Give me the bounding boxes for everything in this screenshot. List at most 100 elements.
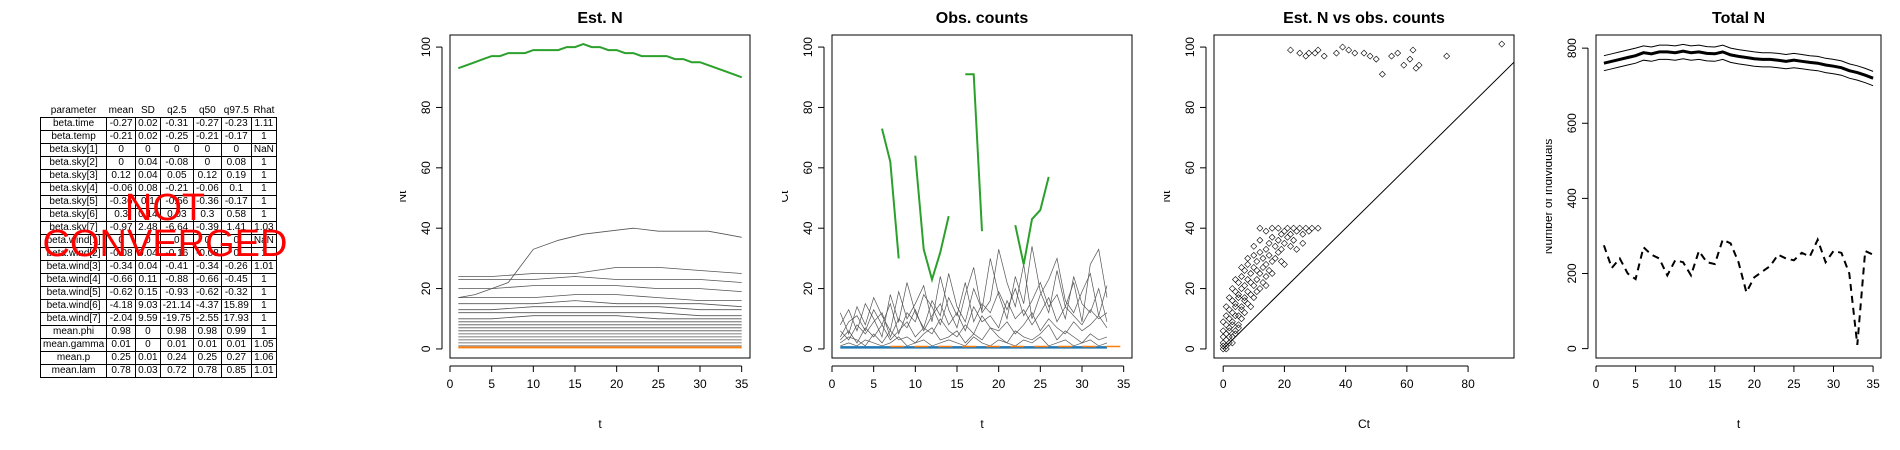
table-cell: 0.01 [220,338,252,352]
table-cell: 0.04 [135,156,161,170]
x-tick-label: 10 [909,377,923,391]
data-point [1284,233,1291,241]
table-cell: 0 [135,143,161,157]
data-point [1228,318,1236,326]
highlight-segment-line [881,128,900,259]
table-cell: -0.25 [159,130,194,144]
series-line [458,300,742,308]
y-tick-label: 0 [1183,345,1197,352]
table-cell: 0.01 [135,351,161,365]
table-row: beta.sky[1] 0 0 0 0 0 NaN [39,143,277,157]
table-cell: 0.1 [135,195,161,209]
plot-frame [831,34,1133,359]
table-cell: -2.55 [192,312,222,326]
reference-line [1222,61,1514,350]
data-point [1235,294,1242,302]
table-cell: beta.sky[7] [39,221,108,235]
data-point [1256,285,1264,292]
table-cell: 17.93 [220,312,252,326]
dashed-series-line [1602,237,1874,346]
data-point [1351,49,1359,57]
table-cell: -0.88 [159,273,194,287]
table-cell: 0.01 [159,338,194,352]
table-cell: beta.wind[1] [39,234,108,248]
table-cell: 1.11 [250,117,277,131]
data-point [1253,267,1261,274]
data-point [1225,339,1233,347]
data-point [1253,288,1261,296]
data-point [1241,309,1249,317]
column-header: mean [108,104,134,116]
chart-title: Obs. counts [936,10,1029,27]
chart-title: Est. N vs obs. counts [1283,10,1445,27]
data-point [1345,46,1353,54]
table-cell: 0.27 [220,351,252,365]
x-tick-label: 15 [568,377,582,391]
series-line [458,227,742,298]
data-point [1333,49,1340,57]
data-point [1268,257,1276,265]
x-tick-label: 35 [735,377,749,391]
x-tick-label: 20 [992,377,1006,391]
table-cell: beta.wind[2] [39,247,108,261]
data-point [1250,251,1258,259]
data-point [1268,233,1276,241]
table-cell: 1 [250,130,277,144]
highlight-series-line [457,43,743,79]
series-line [840,336,1108,347]
table-row: beta.wind[7] -2.04 9.59 -19.75 -2.55 17.93 1 [39,312,277,326]
table-row: beta.wind[6] -4.18 9.03 -21.14 -4.37 15.89 1 [39,299,277,313]
table-row: beta.sky[7] -0.97 2.48 -6.64 -0.39 1.41 1.03 [39,221,277,235]
table-cell: -0.27 [106,117,137,131]
data-point [1290,236,1298,244]
data-point [1400,61,1408,69]
series-line [840,311,1108,344]
series-line [458,266,742,277]
x-tick-label: 0 [829,377,836,391]
table-cell: 0 [220,234,252,248]
table-cell: beta.sky[1] [39,143,108,157]
x-tick-label: 20 [1748,377,1762,391]
table-cell: 9.59 [135,312,161,326]
table-cell: NaN [250,234,277,248]
est-n-vs-obs-counts-plot: Est. N vs obs. counts 0 20 40 60 80 0 20 40 60 80 1… [1164,10,1515,431]
data-point [1287,46,1294,54]
table-cell: -0.17 [220,130,252,144]
x-tick-label: 25 [1787,377,1801,391]
data-point [1280,260,1288,268]
series-line [839,276,1108,338]
data-point [1228,339,1236,347]
table-cell: 1.05 [250,338,277,352]
table-cell: -2.04 [106,312,137,326]
table-cell: 0 [192,156,222,170]
data-point [1372,55,1380,63]
data-point [1219,333,1227,341]
table-row: beta.wind[3] -0.34 0.04 -0.41 -0.34 -0.26 1.01 [39,260,277,274]
data-point [1443,52,1451,60]
y-tick-label: 40 [1183,221,1197,235]
data-point [1244,260,1252,268]
table-row: beta.wind[5] -0.62 0.15 -0.93 -0.62 -0.32 1 [39,286,277,300]
data-point [1388,52,1395,60]
data-point [1253,276,1261,283]
x-tick-label: 35 [1866,377,1880,391]
data-point [1262,227,1270,235]
table-cell: 0.08 [135,182,161,196]
x-tick-label: 25 [1034,377,1048,391]
x-tick-label: 0 [1593,377,1600,391]
data-point [1262,245,1270,253]
table-cell: mean.p [39,351,108,365]
data-point [1244,300,1252,308]
data-point [1277,230,1285,238]
y-tick-label: 0 [801,345,815,352]
table-row: beta.wind[2] -0.08 0.04 -0.16 -0.08 0 1 [39,247,277,261]
data-point [1232,276,1239,283]
x-tick-label: 5 [488,377,495,391]
data-point [1238,315,1245,323]
table-row: mean.p 0.25 0.01 0.24 0.25 0.27 1.06 [39,351,277,365]
table-row: beta.sky[4] -0.06 0.08 -0.21 -0.06 0.1 1 [39,182,277,196]
y-tick-label: 100 [1183,37,1197,57]
data-point [1256,236,1264,244]
data-point [1241,267,1249,274]
table-cell: -4.37 [192,299,222,313]
